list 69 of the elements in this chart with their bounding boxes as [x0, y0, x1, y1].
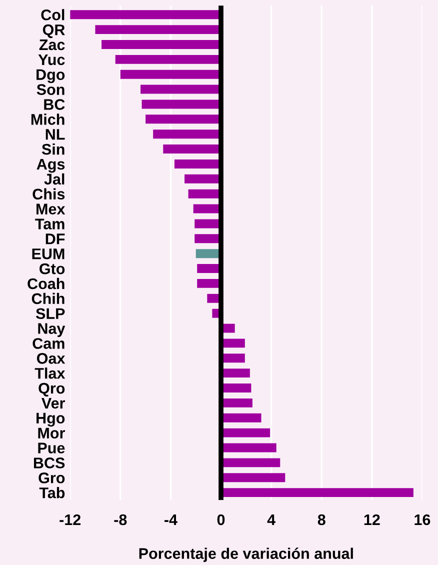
bar: [163, 144, 221, 154]
bar: [194, 219, 221, 228]
x-tick-label: -8: [114, 514, 127, 526]
bar: [184, 174, 221, 184]
bar: [221, 443, 276, 452]
y-tick-label: Gto: [40, 263, 65, 274]
y-tick-label: Col: [41, 9, 64, 20]
bar: [221, 398, 252, 408]
y-tick-label: Cam: [32, 338, 64, 349]
y-tick-label: EUM: [32, 248, 64, 260]
x-tick-label: 8: [318, 514, 326, 526]
y-tick-label: Jal: [44, 173, 64, 185]
y-tick-label: Tlax: [34, 368, 66, 379]
y-tick-label: Dgo: [36, 69, 65, 84]
bar: [115, 54, 221, 64]
bar: [221, 428, 270, 438]
x-tick-label: 12: [364, 514, 380, 525]
bar: [70, 10, 221, 20]
bar: [188, 189, 221, 198]
y-tick-label: Chis: [32, 188, 65, 200]
y-tick-label: BC: [44, 99, 65, 110]
bar: [95, 25, 221, 34]
y-tick-label: BCS: [34, 458, 65, 468]
bar: [197, 264, 221, 273]
bar: [153, 130, 221, 139]
bar: [174, 159, 221, 168]
bar: [193, 204, 221, 214]
y-tick-label: Son: [36, 84, 64, 95]
y-tick-label: Mich: [31, 114, 64, 125]
y-tick-label: Zac: [39, 40, 65, 50]
x-tick-label: -4: [164, 514, 178, 525]
bar: [120, 70, 221, 79]
bar: [140, 84, 221, 94]
y-tick-label: Gro: [38, 472, 65, 484]
y-tick-label: Mex: [36, 204, 66, 214]
y-tick-label: Ags: [36, 158, 65, 173]
y-tick-label: Oax: [36, 353, 66, 364]
bar: [102, 40, 221, 49]
y-tick-label: Nay: [38, 323, 66, 337]
x-tick-label: 16: [414, 514, 430, 526]
y-tick-label: SLP: [36, 308, 65, 320]
y-tick-label: Mor: [38, 428, 65, 438]
bar: [221, 384, 252, 392]
y-tick-label: NL: [46, 129, 65, 140]
y-tick-label: Chih: [32, 292, 64, 304]
y-tick-label: Sin: [42, 144, 64, 155]
y-tick-label: Yuc: [38, 54, 65, 66]
y-tick-label: Tam: [35, 218, 64, 230]
x-tick-label: 0: [217, 514, 225, 526]
y-tick-label: Qro: [38, 382, 65, 397]
x-tick-label: 4: [267, 514, 276, 525]
y-tick-label: QR: [42, 24, 65, 38]
bar: [221, 488, 414, 498]
y-tick-label: DF: [46, 234, 65, 244]
bar: [194, 234, 221, 244]
bar: [146, 114, 221, 124]
y-tick-label: Coah: [28, 278, 64, 290]
y-tick-label: Hgo: [36, 412, 65, 427]
x-axis-title: Porcentaje de variación anual: [139, 548, 353, 562]
y-tick-label: Tab: [39, 487, 65, 498]
bar: [142, 100, 221, 109]
bar: [221, 458, 280, 468]
x-tick-label: -12: [60, 514, 81, 525]
bar: [221, 413, 262, 422]
bar: [221, 368, 250, 378]
bar: [221, 473, 286, 482]
bar: [197, 278, 221, 288]
y-tick-label: Ver: [42, 398, 65, 409]
y-tick-label: Pue: [38, 442, 65, 454]
